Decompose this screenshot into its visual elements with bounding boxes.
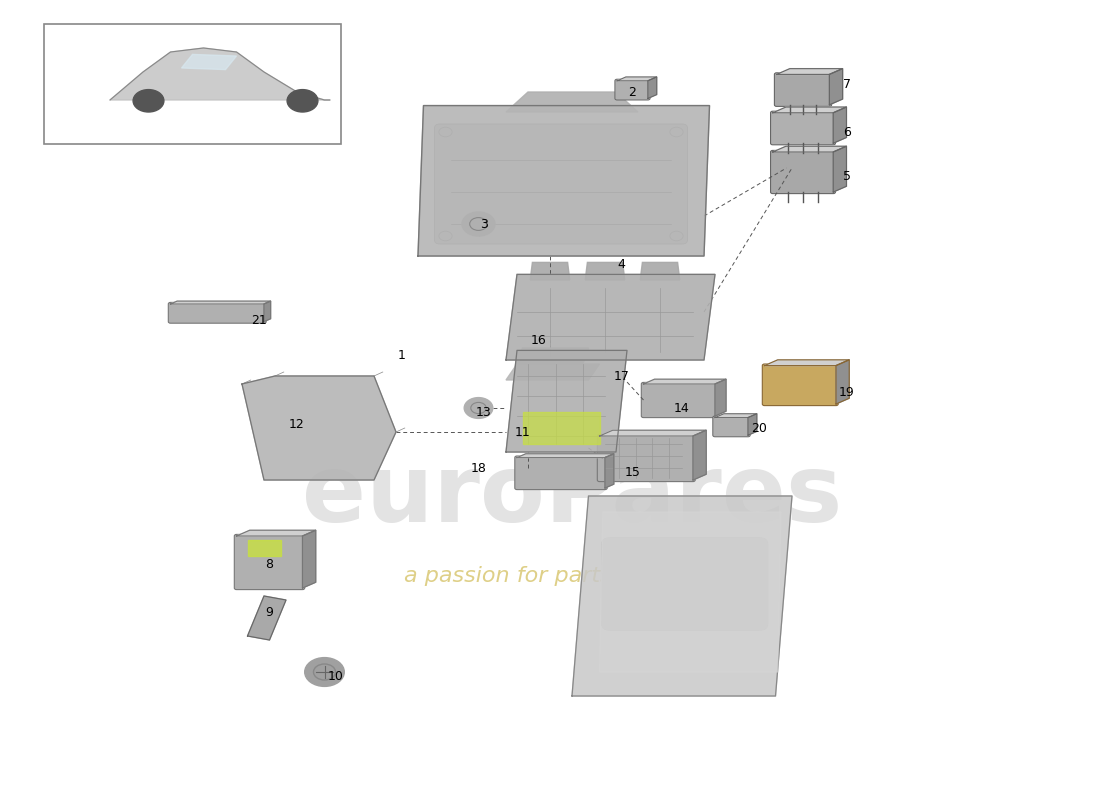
Polygon shape <box>506 274 715 360</box>
Polygon shape <box>248 596 286 640</box>
Polygon shape <box>517 454 614 458</box>
Text: 16: 16 <box>531 334 547 346</box>
Text: 20: 20 <box>751 422 767 434</box>
Polygon shape <box>715 414 757 418</box>
Polygon shape <box>506 92 638 112</box>
Text: 5: 5 <box>843 170 851 182</box>
Text: 8: 8 <box>265 558 274 570</box>
FancyBboxPatch shape <box>515 456 607 490</box>
Polygon shape <box>506 364 600 380</box>
Circle shape <box>462 212 495 236</box>
Polygon shape <box>693 430 706 480</box>
Polygon shape <box>110 48 330 100</box>
Polygon shape <box>170 301 271 304</box>
FancyBboxPatch shape <box>770 150 836 194</box>
Text: 17: 17 <box>614 370 629 382</box>
FancyBboxPatch shape <box>168 302 266 323</box>
Circle shape <box>287 90 318 112</box>
Polygon shape <box>182 54 236 70</box>
FancyBboxPatch shape <box>602 538 768 630</box>
Polygon shape <box>772 107 847 113</box>
Polygon shape <box>236 530 316 536</box>
FancyBboxPatch shape <box>44 24 341 144</box>
Text: 2: 2 <box>628 86 637 98</box>
Polygon shape <box>302 530 316 588</box>
Polygon shape <box>834 146 847 192</box>
Text: 3: 3 <box>480 218 488 230</box>
FancyBboxPatch shape <box>713 416 750 437</box>
Text: a passion for parts since 1985: a passion for parts since 1985 <box>404 566 740 586</box>
Text: euroPares: euroPares <box>301 450 843 542</box>
FancyBboxPatch shape <box>774 73 832 106</box>
FancyBboxPatch shape <box>615 79 650 100</box>
Polygon shape <box>836 360 849 404</box>
Polygon shape <box>264 301 271 322</box>
Polygon shape <box>644 379 726 384</box>
Polygon shape <box>834 107 847 143</box>
Polygon shape <box>600 430 706 436</box>
Polygon shape <box>530 262 570 280</box>
Polygon shape <box>585 262 625 280</box>
Text: 10: 10 <box>328 670 343 682</box>
Polygon shape <box>829 69 843 105</box>
Text: 14: 14 <box>674 402 690 414</box>
Polygon shape <box>777 69 843 74</box>
Polygon shape <box>522 412 600 444</box>
Polygon shape <box>772 146 847 152</box>
FancyBboxPatch shape <box>234 534 305 590</box>
FancyBboxPatch shape <box>597 434 695 482</box>
Text: 15: 15 <box>625 466 640 478</box>
Polygon shape <box>572 496 792 696</box>
Polygon shape <box>418 106 710 256</box>
Text: 13: 13 <box>476 406 492 418</box>
Text: 9: 9 <box>265 606 274 618</box>
Text: 7: 7 <box>843 78 851 90</box>
Circle shape <box>305 658 344 686</box>
Polygon shape <box>617 77 657 81</box>
Text: 6: 6 <box>843 126 851 138</box>
FancyBboxPatch shape <box>641 382 717 418</box>
Circle shape <box>133 90 164 112</box>
FancyBboxPatch shape <box>770 111 836 145</box>
Polygon shape <box>242 376 396 480</box>
Text: 19: 19 <box>839 386 855 398</box>
Text: 11: 11 <box>515 426 530 438</box>
Polygon shape <box>600 512 781 672</box>
Polygon shape <box>248 540 280 556</box>
Polygon shape <box>605 454 614 488</box>
FancyBboxPatch shape <box>762 364 838 406</box>
Circle shape <box>464 398 493 418</box>
Polygon shape <box>517 348 588 364</box>
Text: 12: 12 <box>289 418 305 430</box>
FancyBboxPatch shape <box>434 124 688 244</box>
Text: 21: 21 <box>251 314 266 326</box>
Text: 18: 18 <box>471 462 486 474</box>
Text: 4: 4 <box>617 258 626 270</box>
Polygon shape <box>764 360 849 366</box>
Polygon shape <box>648 77 657 98</box>
Polygon shape <box>506 350 627 452</box>
Text: 1: 1 <box>397 350 406 362</box>
Polygon shape <box>640 262 680 280</box>
Polygon shape <box>748 414 757 435</box>
Polygon shape <box>715 379 726 416</box>
